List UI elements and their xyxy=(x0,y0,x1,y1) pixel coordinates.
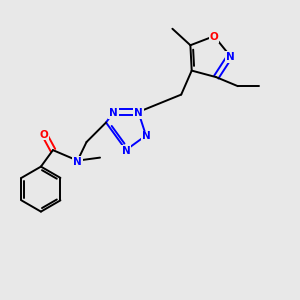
Text: N: N xyxy=(134,108,143,118)
Text: N: N xyxy=(122,146,130,156)
Text: O: O xyxy=(210,32,218,42)
Text: N: N xyxy=(73,157,82,166)
Text: O: O xyxy=(40,130,48,140)
Text: N: N xyxy=(109,108,118,118)
Text: N: N xyxy=(142,131,150,142)
Text: N: N xyxy=(226,52,234,62)
